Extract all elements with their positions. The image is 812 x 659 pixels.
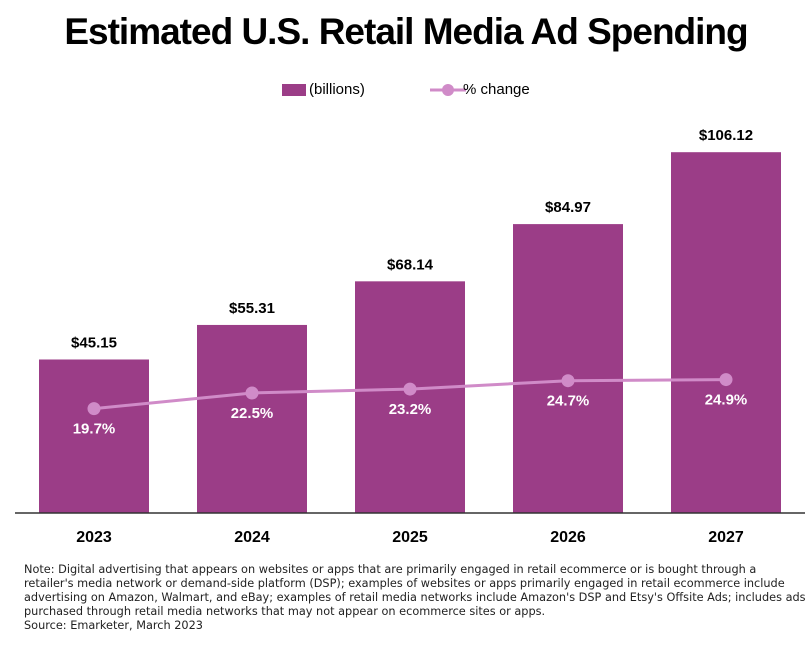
line-point xyxy=(245,386,259,400)
note: Note: Digital advertising that appears o… xyxy=(24,563,806,618)
x-tick-label: 2023 xyxy=(76,529,112,546)
x-tick-label: 2027 xyxy=(708,529,744,546)
legend-swatch xyxy=(282,84,306,96)
footnote: Note: Digital advertising that appears o… xyxy=(24,563,809,633)
legend-label: (billions) xyxy=(309,81,365,98)
bar xyxy=(39,359,149,513)
x-tick-label: 2026 xyxy=(550,529,586,546)
data-label: 22.5% xyxy=(231,405,274,422)
line-point xyxy=(87,402,101,416)
legend-swatch xyxy=(442,84,454,96)
line-point xyxy=(719,373,733,387)
bar xyxy=(513,224,623,514)
data-label: 19.7% xyxy=(73,421,116,438)
data-label: $55.31 xyxy=(229,300,275,317)
data-label: $68.14 xyxy=(387,256,434,273)
bar xyxy=(197,324,307,513)
data-label: 24.7% xyxy=(547,393,590,410)
source: Source: Emarketer, March 2023 xyxy=(24,619,203,632)
data-label: 24.9% xyxy=(705,392,748,409)
bar xyxy=(671,152,781,513)
x-tick-label: 2024 xyxy=(234,529,270,546)
data-label: $106.12 xyxy=(699,127,753,144)
line-point xyxy=(561,374,575,388)
line-point xyxy=(403,382,417,396)
data-label: $45.15 xyxy=(71,334,117,351)
x-tick-label: 2025 xyxy=(392,529,428,546)
chart-title: Estimated U.S. Retail Media Ad Spending xyxy=(64,11,747,52)
chart: Estimated U.S. Retail Media Ad Spending … xyxy=(15,11,805,546)
data-label: $84.97 xyxy=(545,199,591,216)
data-label: 23.2% xyxy=(389,401,432,418)
legend-label: % change xyxy=(463,81,530,98)
bar xyxy=(355,281,465,513)
